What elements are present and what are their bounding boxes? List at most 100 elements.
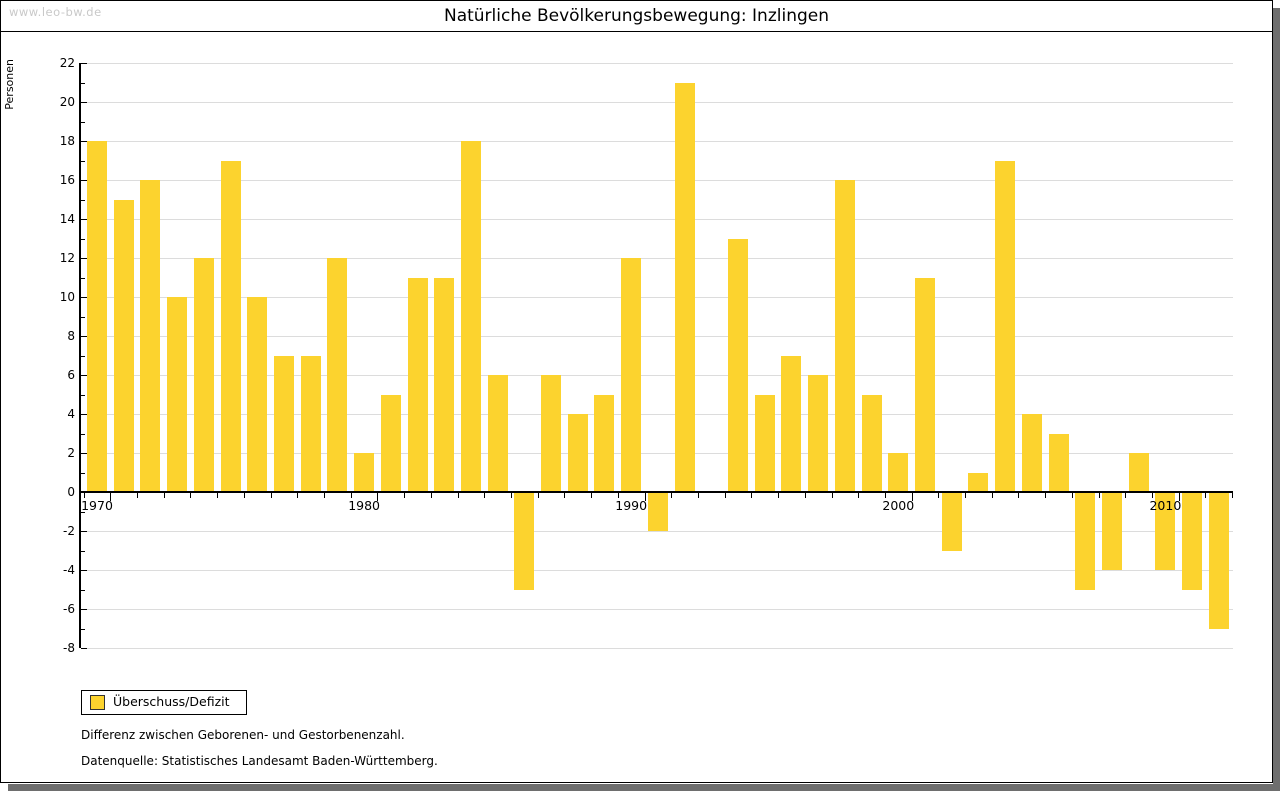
bar-1996 — [781, 355, 802, 491]
x-tick-major-2000 — [911, 493, 913, 501]
x-tick — [1098, 493, 1100, 498]
bar-2006 — [1048, 433, 1069, 491]
x-tick — [537, 493, 539, 498]
y-tick-5 — [81, 394, 85, 396]
y-axis-label-22: 22 — [59, 56, 75, 70]
legend-label: Überschuss/Defizit — [113, 694, 230, 709]
x-tick — [270, 493, 272, 498]
x-tick-major-1980 — [377, 493, 379, 501]
bar-1990 — [621, 258, 642, 491]
y-tick--8 — [81, 648, 87, 649]
x-tick — [1018, 493, 1020, 498]
bar-2007 — [1075, 493, 1096, 590]
y-tick-11 — [81, 277, 85, 279]
x-tick — [1125, 493, 1127, 498]
y-axis-label-10: 10 — [59, 290, 75, 304]
bar-1989 — [594, 394, 615, 491]
bar-1991 — [647, 493, 668, 531]
bar-1995 — [754, 394, 775, 491]
x-tick — [965, 493, 967, 498]
gridline-2 — [81, 453, 1233, 454]
y-tick-3 — [81, 433, 85, 435]
bar-1977 — [273, 355, 294, 491]
bar-2009 — [1128, 453, 1149, 491]
legend-swatch — [90, 695, 105, 710]
x-tick — [511, 493, 512, 498]
x-axis-label-1980: 1980 — [348, 498, 380, 513]
bar-1984 — [460, 141, 481, 491]
y-tick-6 — [81, 375, 87, 376]
x-tick — [1045, 493, 1047, 498]
bar-1986 — [514, 493, 535, 590]
y-axis-label--6: -6 — [63, 602, 75, 616]
y-tick-12 — [81, 258, 87, 259]
x-tick — [243, 493, 245, 498]
y-axis-label--2: -2 — [63, 524, 75, 538]
bar-2005 — [1021, 414, 1042, 491]
bar-2010 — [1155, 493, 1176, 570]
y-axis-label--8: -8 — [63, 641, 75, 655]
x-tick — [137, 493, 139, 498]
y-tick-2 — [81, 453, 87, 454]
bar-1971 — [113, 199, 134, 491]
y-axis-label-2: 2 — [67, 446, 75, 460]
bar-1972 — [140, 180, 161, 491]
page-title: Natürliche Bevölkerungsbewegung: Inzling… — [443, 6, 829, 26]
x-tick — [884, 493, 886, 498]
x-tick — [430, 493, 432, 498]
x-tick — [484, 493, 486, 498]
y-tick-7 — [81, 355, 85, 357]
x-axis-label-2010: 2010 — [1149, 498, 1182, 513]
x-tick — [751, 493, 753, 498]
bar-1997 — [808, 375, 829, 491]
bar-1992 — [674, 82, 695, 491]
gridline--2 — [81, 531, 1233, 532]
x-tick — [297, 493, 299, 498]
y-tick-1 — [81, 472, 85, 474]
gridline--6 — [81, 609, 1233, 610]
y-tick--2 — [81, 531, 87, 532]
x-tick — [724, 493, 726, 498]
x-tick — [83, 493, 85, 498]
gridline--8 — [81, 648, 1233, 649]
y-axis-label-16: 16 — [59, 173, 75, 187]
x-tick — [858, 493, 860, 498]
bar-1985 — [487, 375, 508, 491]
bar-1987 — [541, 375, 562, 491]
bar-1970 — [87, 141, 107, 491]
bar-1980 — [354, 453, 375, 491]
drop-shadow-right — [1273, 8, 1280, 791]
y-tick-4 — [81, 414, 87, 415]
y-tick-10 — [81, 297, 87, 298]
x-tick-major-1970 — [110, 493, 112, 501]
gridline-18 — [81, 141, 1233, 142]
x-tick — [190, 493, 192, 498]
x-tick — [1071, 493, 1073, 498]
x-tick — [671, 493, 673, 498]
y-axis-label-18: 18 — [59, 134, 75, 148]
legend-box: Überschuss/Defizit — [81, 690, 247, 715]
footnote-definition: Differenz zwischen Geborenen- und Gestor… — [81, 728, 405, 742]
bar-1999 — [861, 394, 882, 491]
bar-2008 — [1101, 493, 1122, 570]
bar-2001 — [915, 277, 935, 491]
bar-2011 — [1182, 493, 1203, 590]
x-tick — [350, 493, 352, 498]
y-tick-21 — [81, 82, 85, 84]
bar-1981 — [380, 394, 401, 491]
y-tick-18 — [81, 141, 87, 142]
y-tick-8 — [81, 336, 87, 337]
x-axis-label-1970: 1970 — [81, 498, 113, 513]
drop-shadow-bottom — [8, 784, 1273, 791]
x-tick — [163, 493, 165, 498]
y-tick-15 — [81, 199, 85, 201]
y-axis-label--4: -4 — [63, 563, 75, 577]
y-tick-16 — [81, 180, 87, 181]
y-axis-line — [79, 63, 81, 648]
title-band: www.leo-bw.de Natürliche Bevölkerungsbew… — [1, 1, 1272, 32]
footnote-source: Datenquelle: Statistisches Landesamt Bad… — [81, 754, 438, 768]
gridline-10 — [81, 297, 1233, 298]
bar-1975 — [220, 160, 241, 491]
